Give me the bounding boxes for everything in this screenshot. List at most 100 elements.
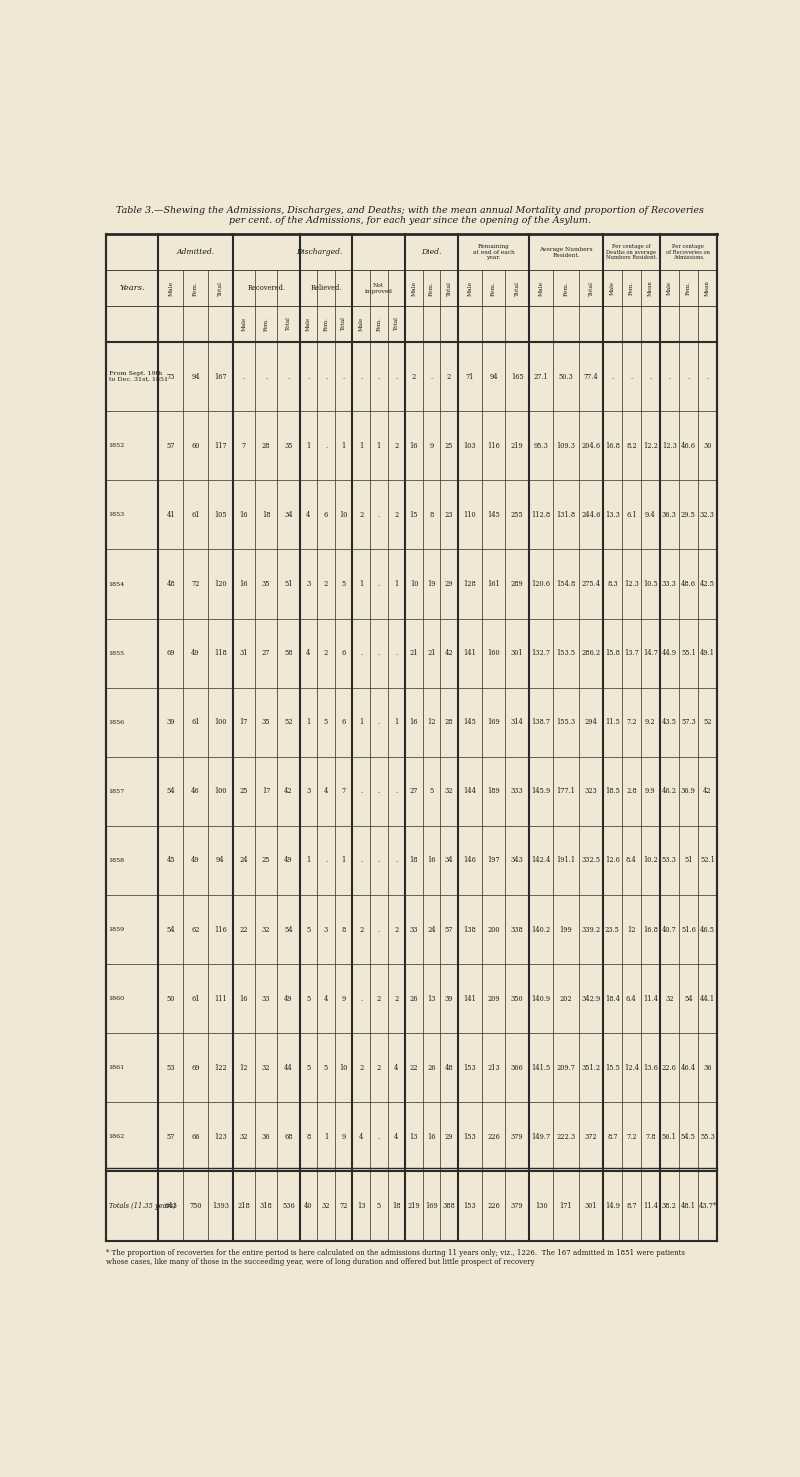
- Text: 3: 3: [306, 580, 310, 588]
- Text: 1855: 1855: [109, 651, 125, 656]
- Text: 11.5: 11.5: [605, 718, 620, 727]
- Text: 4: 4: [306, 511, 310, 518]
- Text: 16: 16: [239, 511, 248, 518]
- Text: 31: 31: [239, 650, 248, 657]
- Text: 41: 41: [166, 511, 175, 518]
- Text: Male: Male: [358, 318, 364, 331]
- Text: 77.4: 77.4: [583, 372, 598, 381]
- Text: 1854: 1854: [109, 582, 125, 586]
- Text: 2: 2: [394, 994, 398, 1003]
- Text: 275.4: 275.4: [582, 580, 601, 588]
- Text: 138.7: 138.7: [531, 718, 550, 727]
- Text: 132.7: 132.7: [531, 650, 550, 657]
- Text: Total: Total: [218, 281, 222, 295]
- Text: 122: 122: [214, 1063, 226, 1072]
- Text: .: .: [378, 787, 380, 796]
- Text: .: .: [630, 372, 633, 381]
- Text: 54: 54: [166, 926, 175, 933]
- Text: .: .: [360, 650, 362, 657]
- Text: 43.5: 43.5: [662, 718, 677, 727]
- Text: Fem.: Fem.: [491, 281, 496, 295]
- Text: 15.8: 15.8: [605, 650, 620, 657]
- Text: 8.7: 8.7: [607, 1133, 618, 1140]
- Text: 9: 9: [342, 994, 346, 1003]
- Text: 34: 34: [284, 511, 293, 518]
- Text: 15.5: 15.5: [605, 1063, 620, 1072]
- Text: Years.: Years.: [119, 284, 145, 292]
- Text: 50: 50: [166, 994, 175, 1003]
- Text: 12.2: 12.2: [643, 442, 658, 450]
- Text: 35: 35: [262, 718, 270, 727]
- Text: 2: 2: [359, 511, 363, 518]
- Text: Admitted.: Admitted.: [177, 248, 214, 256]
- Text: 62: 62: [191, 926, 200, 933]
- Text: Fem.: Fem.: [686, 281, 691, 295]
- Text: 161: 161: [487, 580, 500, 588]
- Text: 40.7: 40.7: [662, 926, 677, 933]
- Text: 294: 294: [585, 718, 598, 727]
- Text: 226: 226: [487, 1202, 500, 1210]
- Text: 199: 199: [560, 926, 572, 933]
- Text: Total: Total: [394, 318, 399, 331]
- Text: 202: 202: [560, 994, 572, 1003]
- Text: 35: 35: [262, 580, 270, 588]
- Text: 7.8: 7.8: [645, 1133, 656, 1140]
- Text: 154.8: 154.8: [556, 580, 576, 588]
- Text: 7: 7: [242, 442, 246, 450]
- Text: 49: 49: [284, 857, 293, 864]
- Text: 213: 213: [487, 1063, 500, 1072]
- Text: 69: 69: [166, 650, 175, 657]
- Text: 29: 29: [445, 580, 454, 588]
- Text: 51.6: 51.6: [681, 926, 696, 933]
- Text: 23.5: 23.5: [605, 926, 620, 933]
- Text: .: .: [378, 580, 380, 588]
- Text: 18.5: 18.5: [605, 787, 620, 796]
- Text: Total: Total: [286, 318, 291, 331]
- Text: 16: 16: [410, 718, 418, 727]
- Text: * The proportion of recoveries for the entire period is here calculated on the a: * The proportion of recoveries for the e…: [106, 1248, 685, 1266]
- Text: 24: 24: [239, 857, 248, 864]
- Text: 9.2: 9.2: [645, 718, 656, 727]
- Text: 1852: 1852: [109, 443, 125, 449]
- Text: 21: 21: [410, 650, 418, 657]
- Text: 50.3: 50.3: [558, 372, 574, 381]
- Text: 5: 5: [324, 1063, 328, 1072]
- Text: 68: 68: [284, 1133, 293, 1140]
- Text: 43.7*: 43.7*: [698, 1202, 717, 1210]
- Text: .: .: [342, 372, 345, 381]
- Text: 2: 2: [377, 994, 381, 1003]
- Text: .: .: [378, 372, 380, 381]
- Text: 36.9: 36.9: [681, 787, 696, 796]
- Text: 142.4: 142.4: [531, 857, 550, 864]
- Text: 123: 123: [214, 1133, 226, 1140]
- Text: 57: 57: [166, 442, 175, 450]
- Text: 2.8: 2.8: [626, 787, 637, 796]
- Text: Table 3.—Shewing the Admissions, Discharges, and Deaths; with the mean annual Mo: Table 3.—Shewing the Admissions, Dischar…: [116, 205, 704, 225]
- Text: 6: 6: [324, 511, 328, 518]
- Text: 112.8: 112.8: [531, 511, 550, 518]
- Text: 8.3: 8.3: [607, 580, 618, 588]
- Text: 4: 4: [359, 1133, 363, 1140]
- Text: 1862: 1862: [109, 1134, 125, 1139]
- Text: 379: 379: [511, 1133, 524, 1140]
- Text: 18: 18: [262, 511, 270, 518]
- Text: 140.9: 140.9: [531, 994, 550, 1003]
- Text: 153: 153: [463, 1063, 476, 1072]
- Text: 643: 643: [164, 1202, 178, 1210]
- Text: 49: 49: [191, 650, 200, 657]
- Text: 16: 16: [427, 1133, 436, 1140]
- Text: 1853: 1853: [109, 513, 125, 517]
- Text: 25: 25: [239, 787, 248, 796]
- Text: Fem.: Fem.: [193, 281, 198, 295]
- Text: Per centage
of Recoveries on
Admissions.: Per centage of Recoveries on Admissions.: [666, 244, 710, 260]
- Text: 12.6: 12.6: [605, 857, 620, 864]
- Text: Fem.: Fem.: [429, 281, 434, 295]
- Text: Not
improved: Not improved: [365, 282, 393, 294]
- Text: 11.4: 11.4: [643, 994, 658, 1003]
- Text: 46.2: 46.2: [662, 787, 677, 796]
- Text: 8: 8: [342, 926, 346, 933]
- Text: 26: 26: [427, 1063, 436, 1072]
- Text: 29.5: 29.5: [681, 511, 696, 518]
- Text: 10: 10: [410, 580, 418, 588]
- Text: 301: 301: [511, 650, 524, 657]
